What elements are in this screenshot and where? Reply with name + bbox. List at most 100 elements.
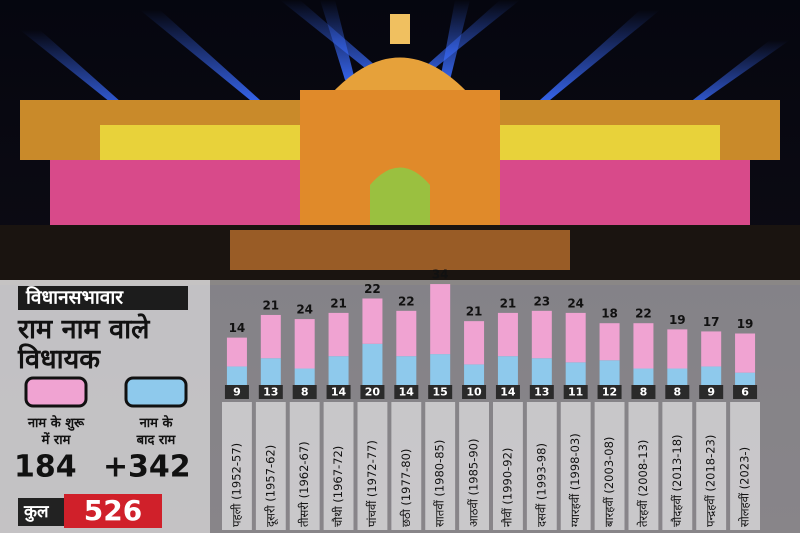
value-label: 24 (296, 303, 313, 317)
bar-segment (430, 354, 451, 385)
category-box (628, 402, 659, 530)
value-label: 17 (703, 315, 720, 329)
bar-segment (701, 366, 722, 385)
legend-swatch (124, 376, 188, 408)
bar-segment (260, 358, 281, 385)
x-tick-label: चौथी (1967-72) (331, 446, 345, 527)
value-label: 12 (602, 386, 617, 399)
bar-segment (667, 368, 688, 385)
value-label: 22 (364, 282, 381, 296)
x-tick-label: तेरहवीं (2008-13) (636, 440, 650, 527)
category-box (696, 402, 727, 530)
value-label: 24 (567, 296, 584, 310)
value-label: 14 (399, 386, 415, 399)
value-label-box (428, 385, 453, 399)
value-label: 21 (262, 298, 279, 312)
bar-segment (362, 343, 383, 385)
total-label-box (18, 498, 64, 526)
value-label-box (292, 385, 317, 399)
category-box (255, 402, 286, 530)
value-label: 13 (263, 386, 278, 399)
bar-segment (430, 284, 451, 355)
value-label: 22 (398, 294, 415, 308)
category-box (560, 402, 591, 530)
chart-subtitle: राम नाम वाले विधायक (17, 313, 151, 375)
bar-segment (362, 298, 383, 344)
bar-segment (396, 356, 417, 385)
x-tick-label: सातवीं (1980-85) (433, 440, 447, 527)
bar-segment (328, 312, 349, 357)
value-label-box (258, 385, 283, 399)
value-label: 21 (330, 296, 347, 310)
value-label-box (563, 385, 588, 399)
bar-segment (260, 314, 281, 359)
bar-segment (633, 323, 654, 369)
value-label: 10 (466, 386, 482, 399)
bar-segment (531, 310, 552, 359)
category-box (289, 402, 320, 530)
legend-total: 342 (128, 450, 191, 485)
value-label: 6 (741, 386, 749, 399)
category-box (222, 402, 252, 530)
category-box (357, 402, 388, 530)
value-label: 14 (229, 321, 246, 335)
bar-segment (226, 366, 247, 385)
category-box (594, 402, 625, 530)
bar-segment (497, 356, 518, 385)
value-label: 15 (433, 386, 448, 399)
value-label: 19 (669, 313, 686, 327)
category-box (526, 402, 557, 530)
bar-segment (667, 329, 688, 369)
x-tick-label: नौवीं (1990-92) (500, 448, 514, 527)
value-label: 8 (301, 386, 309, 399)
bar-segment (599, 360, 620, 385)
category-box (662, 402, 693, 530)
x-tick-label: सोलहवीं (2023-) (738, 447, 752, 527)
plus-sign: + (103, 450, 128, 485)
legend: नाम के शुरू में राम नाम के बाद राम (24, 376, 188, 448)
bar-segment (396, 310, 417, 357)
bar-segment (735, 372, 756, 385)
bar-segment (599, 323, 620, 361)
value-label: 11 (568, 386, 583, 399)
value-label: 34 (432, 268, 449, 282)
value-label-box (462, 385, 487, 399)
x-tick-label: पहली (1952-57) (229, 443, 243, 527)
category-box (323, 402, 354, 530)
category-box (459, 402, 489, 530)
bar-segment (328, 356, 349, 385)
total-value: 526 (84, 494, 142, 527)
bar-segment (633, 368, 654, 385)
x-tick-label: पन्द्रहवीं (2018-23) (704, 435, 718, 527)
category-box (493, 402, 523, 530)
value-label-box (665, 385, 690, 399)
total-label: कुल (23, 502, 50, 522)
legend-total: 184 (14, 450, 77, 485)
value-label: 21 (466, 305, 483, 319)
value-label-box (326, 385, 351, 399)
bar-segment (294, 368, 315, 385)
category-box (730, 402, 760, 530)
bar-segment (531, 358, 552, 385)
bar-segment (565, 362, 586, 385)
value-label: 9 (233, 386, 241, 399)
value-label: 19 (737, 317, 754, 331)
total-value-box (64, 494, 162, 528)
value-label: 23 (533, 294, 550, 308)
value-label: 22 (635, 307, 652, 321)
bar-segment (294, 319, 315, 369)
value-label-box (529, 385, 554, 399)
value-label: 8 (640, 386, 648, 399)
x-tick-label: दूसरी (1957-62) (263, 445, 278, 527)
x-tick-label: दसवीं (1993-98) (534, 443, 548, 527)
x-tick-label: तीसरी (1962-67) (297, 441, 311, 527)
x-tick-label: छठी (1977-80) (399, 449, 413, 527)
x-tick-label: आठवीं (1985-90) (467, 439, 481, 528)
x-tick-label: चौदहवीं (2013-18) (670, 434, 684, 527)
value-label-box (360, 385, 385, 399)
bar-segment (464, 321, 485, 365)
title-background (18, 286, 188, 310)
x-tick-label: बारहवीं (2003-08) (602, 437, 616, 527)
value-label-box (733, 385, 758, 399)
